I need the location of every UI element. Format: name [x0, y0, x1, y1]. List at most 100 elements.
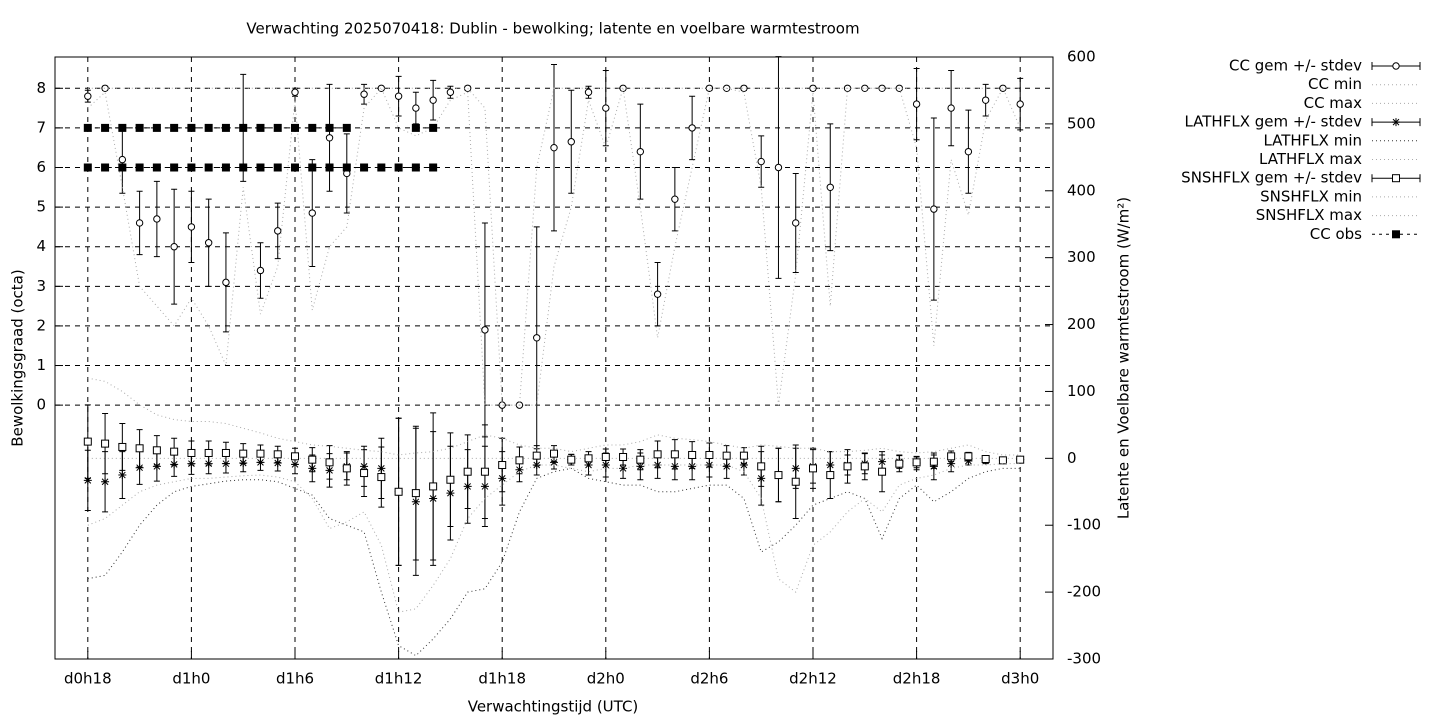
data-point: [739, 461, 748, 470]
data-point: [653, 450, 662, 459]
data-point: [256, 123, 265, 132]
data-point: [998, 456, 1007, 465]
data-point: [498, 461, 507, 470]
data-point: [619, 452, 628, 461]
data-point: [256, 449, 265, 458]
legend-marker: [1392, 174, 1400, 183]
data-point: [135, 219, 144, 227]
data-point: [411, 123, 420, 132]
data-point: [1016, 455, 1025, 464]
data-point: [118, 471, 127, 480]
x-tick-label: d2h6: [690, 670, 728, 688]
data-point: [118, 442, 127, 451]
legend-label: CC obs: [1310, 225, 1362, 243]
data-point: [239, 123, 248, 132]
x-tick-label: d1h18: [478, 670, 526, 688]
data-point: [653, 290, 662, 298]
data-point: [256, 163, 265, 172]
legend-label: LATHFLX min: [1263, 131, 1362, 149]
data-point: [394, 487, 403, 496]
data-point: [481, 326, 489, 334]
data-point: [567, 455, 576, 464]
data-point: [325, 163, 334, 172]
x-tick-label: d1h12: [375, 670, 423, 688]
data-point: [101, 477, 110, 486]
data-point: [584, 454, 593, 463]
data-point: [860, 462, 869, 471]
data-point: [429, 123, 438, 132]
data-point: [83, 123, 92, 132]
data-point: [550, 449, 558, 458]
data-point: [740, 84, 748, 92]
legend-label: SNSHFLX min: [1260, 187, 1362, 205]
y2-tick-label: 200: [1067, 315, 1096, 333]
data-point: [636, 455, 645, 464]
data-point: [411, 163, 420, 172]
data-point: [135, 444, 144, 453]
data-point: [619, 84, 627, 92]
data-point: [101, 163, 110, 172]
data-point: [809, 84, 817, 92]
data-point: [515, 456, 524, 465]
data-point: [101, 439, 110, 448]
data-point: [274, 227, 282, 235]
legend-label: CC min: [1308, 75, 1362, 93]
data-point: [429, 163, 438, 172]
series-line: [87, 87, 1021, 406]
data-point: [204, 163, 213, 172]
y-tick-label: 7: [36, 118, 46, 136]
data-point: [688, 450, 697, 459]
data-point: [118, 163, 127, 172]
data-point: [360, 90, 368, 98]
y-tick-label: 6: [36, 158, 46, 176]
data-point: [429, 482, 438, 491]
data-point: [221, 123, 230, 132]
data-point: [187, 123, 196, 132]
data-point: [83, 163, 92, 172]
data-point: [446, 475, 455, 484]
data-point: [204, 448, 213, 457]
data-point: [480, 467, 489, 476]
data-point: [912, 458, 921, 467]
data-point: [360, 163, 369, 172]
y2-tick-label: 400: [1067, 181, 1096, 199]
data-point: [705, 450, 714, 459]
data-point: [152, 123, 161, 132]
data-point: [964, 147, 973, 156]
x-axis-label: Verwachtingstijd (UTC): [468, 698, 639, 716]
data-point: [411, 489, 420, 498]
legend-marker: [1392, 230, 1400, 239]
data-point: [135, 463, 144, 472]
x-tick-label: d3h0: [1001, 670, 1039, 688]
data-point: [273, 450, 282, 459]
data-point: [153, 215, 161, 223]
data-point: [550, 458, 558, 467]
data-point: [912, 100, 921, 108]
data-point: [135, 163, 144, 172]
data-point: [377, 473, 386, 482]
series-line: [87, 87, 1021, 406]
data-point: [170, 243, 178, 251]
data-point: [550, 143, 558, 152]
data-point: [187, 448, 196, 457]
data-point: [964, 457, 973, 466]
y-tick-label: 1: [36, 356, 46, 374]
legend-marker: [1392, 118, 1400, 127]
data-point: [722, 462, 731, 471]
legend-marker: [1392, 62, 1400, 70]
data-point: [170, 123, 179, 132]
y2-axis-label: Latente en Voelbare warmtestroom (W/m²): [1115, 197, 1133, 519]
data-point: [377, 163, 386, 172]
data-point: [636, 147, 645, 156]
data-point: [463, 467, 472, 476]
data-point: [792, 219, 800, 227]
y-tick-label: 8: [36, 79, 46, 97]
y2-tick-label: 500: [1067, 114, 1096, 132]
data-point: [204, 123, 213, 132]
y2-tick-label: -100: [1067, 516, 1101, 534]
data-point: [584, 88, 593, 96]
y2-tick-label: -200: [1067, 583, 1101, 601]
data-point: [671, 195, 679, 203]
data-point: [118, 155, 127, 164]
